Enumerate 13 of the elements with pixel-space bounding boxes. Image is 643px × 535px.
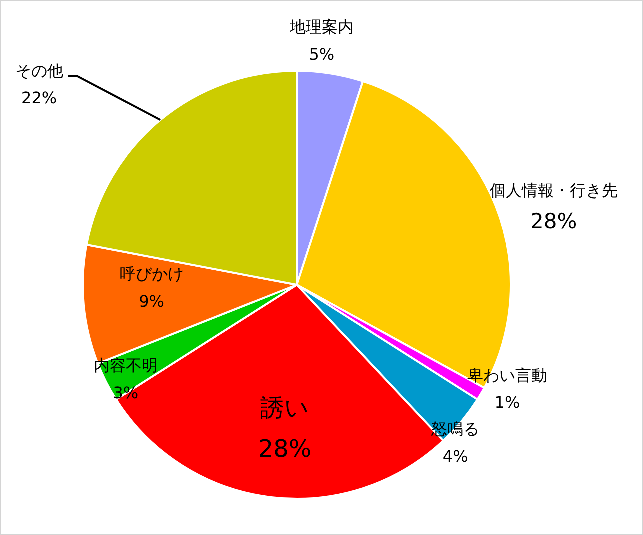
data-label: 9%	[139, 292, 164, 311]
slice-label: 誘い	[260, 394, 310, 422]
data-label: 5%	[309, 44, 335, 64]
data-label: 1%	[494, 393, 520, 412]
data-label: 28%	[258, 434, 312, 463]
slice-label: その他	[15, 61, 64, 80]
data-label: 28%	[530, 210, 578, 234]
slice-label: 呼びかけ	[120, 264, 184, 284]
data-label: 22%	[22, 88, 58, 108]
data-label: 4%	[442, 446, 468, 466]
data-label: 3%	[113, 383, 139, 402]
slice-label: 個人情報・行き先	[490, 180, 618, 200]
slice-label: 地理案内	[288, 18, 354, 37]
